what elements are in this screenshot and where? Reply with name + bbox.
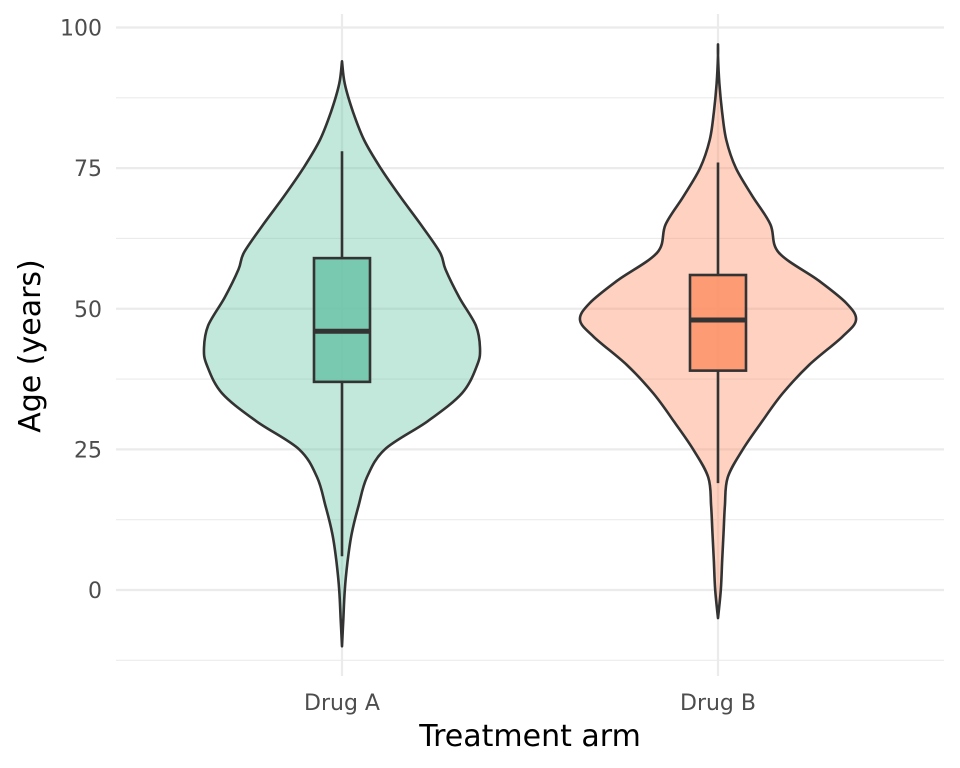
iqr-box (688, 273, 748, 372)
violin-group-drug-a (202, 60, 482, 648)
violins (202, 43, 858, 648)
y-tick-label: 25 (74, 438, 102, 463)
grid-lines (116, 14, 944, 676)
y-tick-labels: 0 25 50 75 100 (60, 17, 102, 605)
y-tick-label: 75 (74, 157, 102, 182)
y-axis-title: Age (years) (13, 259, 48, 433)
y-tick-label: 0 (88, 579, 102, 604)
x-tick-label: Drug B (680, 691, 756, 716)
y-tick-label: 50 (74, 298, 102, 323)
iqr-box (312, 256, 372, 384)
x-axis-title: Treatment arm (418, 719, 641, 754)
y-tick-label: 100 (60, 17, 102, 42)
x-tick-label: Drug A (304, 691, 380, 716)
x-tick-labels: Drug A Drug B (304, 691, 756, 716)
violin-group-drug-b (578, 43, 858, 620)
